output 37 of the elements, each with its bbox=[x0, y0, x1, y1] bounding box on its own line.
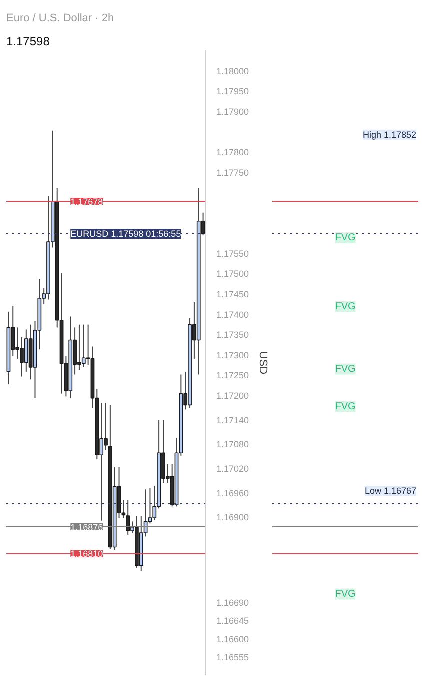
y-tick-label: 1.16600 bbox=[216, 634, 250, 644]
y-tick-label: 1.17140 bbox=[216, 415, 250, 426]
ref-line-label: 1.16876 bbox=[70, 522, 104, 532]
text: FVG bbox=[335, 232, 356, 244]
y-tick-label: 1.16960 bbox=[216, 488, 250, 498]
y-tick-label: 1.17250 bbox=[216, 370, 250, 381]
y-tick-label: 1.16555 bbox=[216, 652, 250, 663]
text: FVG bbox=[335, 588, 356, 600]
y-tick-label: 1.17800 bbox=[216, 147, 250, 158]
chart-title: Euro / U.S. Dollar · 2h bbox=[6, 12, 114, 24]
text: FVG bbox=[335, 364, 356, 375]
y-tick-label: 1.17900 bbox=[216, 106, 250, 117]
y-axis-title: USD bbox=[257, 351, 270, 375]
text: FVG bbox=[335, 401, 356, 412]
y-tick-label: 1.16900 bbox=[216, 512, 250, 523]
y-tick-label: 1.17400 bbox=[216, 310, 250, 320]
y-tick-label: 1.17750 bbox=[216, 168, 250, 178]
ref-line-label: 1.17678 bbox=[70, 196, 104, 207]
ref-line-label: 1.16810 bbox=[70, 549, 104, 560]
y-tick-label: 1.18000 bbox=[216, 66, 250, 76]
y-tick-label: 1.17350 bbox=[216, 330, 250, 340]
y-tick-label: 1.17020 bbox=[216, 464, 250, 474]
y-tick-label: 1.16645 bbox=[216, 616, 250, 626]
text: High 1.17852 bbox=[362, 130, 417, 140]
text: Low 1.16767 bbox=[364, 486, 417, 496]
y-tick-label: 1.17950 bbox=[216, 86, 250, 97]
y-tick-label: 1.17300 bbox=[216, 350, 250, 360]
y-tick-label: 1.17500 bbox=[216, 269, 250, 280]
candlestick bbox=[126, 500, 130, 536]
y-tick-label: 1.17450 bbox=[216, 290, 250, 300]
ref-line-label: EURUSD 1.17598 01:56:55 bbox=[70, 228, 182, 239]
y-tick-label: 1.17550 bbox=[216, 248, 250, 259]
text: FVG bbox=[335, 301, 356, 312]
chart-subtitle: 1.17598 bbox=[6, 34, 50, 48]
y-tick-label: 1.16690 bbox=[216, 598, 250, 608]
y-tick-label: 1.17200 bbox=[216, 390, 250, 401]
y-tick-label: 1.17080 bbox=[216, 440, 250, 450]
